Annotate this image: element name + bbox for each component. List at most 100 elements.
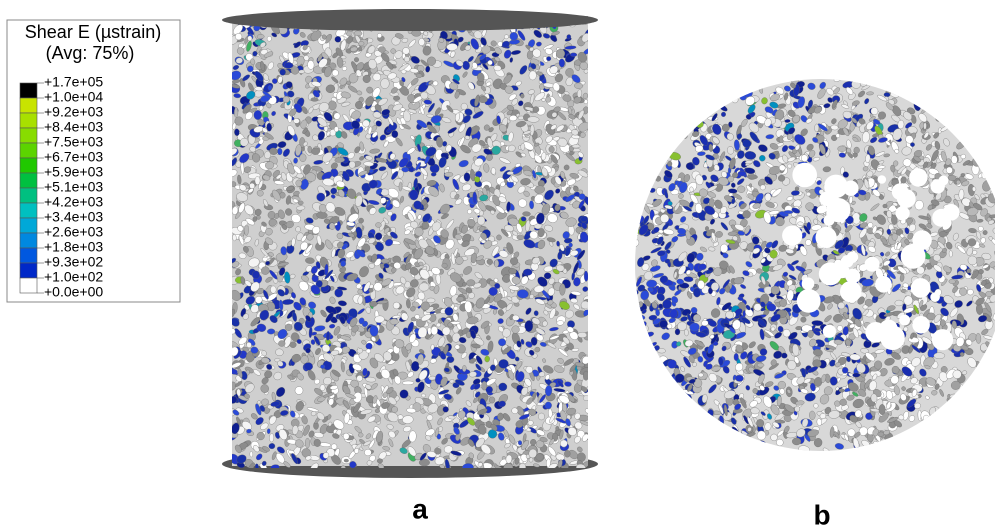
particle bbox=[544, 401, 552, 410]
particle bbox=[281, 172, 287, 181]
particle bbox=[542, 358, 546, 363]
particle bbox=[358, 41, 365, 47]
particle bbox=[410, 306, 416, 312]
particle bbox=[376, 458, 383, 464]
particle bbox=[310, 97, 319, 102]
particle bbox=[544, 224, 553, 232]
particle bbox=[340, 55, 347, 60]
particle bbox=[490, 40, 497, 47]
particle bbox=[415, 73, 423, 79]
particle bbox=[684, 328, 689, 337]
particle bbox=[403, 251, 410, 258]
particle bbox=[497, 412, 504, 421]
legend-swatch bbox=[19, 277, 38, 294]
particle bbox=[310, 410, 317, 417]
particle bbox=[365, 306, 371, 314]
particle bbox=[291, 292, 296, 299]
particle bbox=[268, 443, 276, 450]
particle bbox=[484, 355, 490, 363]
particle bbox=[377, 70, 384, 75]
particle bbox=[518, 198, 527, 208]
particle bbox=[478, 140, 486, 147]
particle bbox=[277, 262, 289, 267]
particle bbox=[573, 277, 581, 287]
particle bbox=[305, 347, 311, 354]
particle bbox=[266, 102, 272, 109]
particle bbox=[931, 390, 938, 396]
particle bbox=[517, 440, 523, 446]
particle bbox=[529, 294, 535, 299]
particle bbox=[346, 30, 353, 37]
particle bbox=[468, 292, 475, 299]
particle bbox=[400, 195, 404, 203]
particle bbox=[498, 382, 508, 392]
particle bbox=[245, 218, 255, 226]
particle bbox=[263, 199, 269, 207]
particle bbox=[236, 416, 241, 425]
particle bbox=[822, 166, 832, 173]
particle bbox=[548, 446, 557, 457]
particle bbox=[365, 348, 371, 354]
particle bbox=[443, 445, 454, 454]
particle bbox=[454, 344, 460, 350]
legend-swatch bbox=[19, 217, 38, 234]
particle bbox=[434, 427, 440, 437]
legend-label: +4.2e+03 bbox=[44, 194, 103, 210]
particle bbox=[495, 205, 505, 214]
particle bbox=[325, 239, 333, 250]
particle bbox=[368, 263, 375, 269]
particle bbox=[400, 276, 407, 285]
legend-label: +1.7e+05 bbox=[44, 74, 103, 90]
particle bbox=[234, 328, 242, 339]
cylinder-particles bbox=[232, 16, 588, 468]
particle bbox=[573, 303, 580, 310]
particle bbox=[546, 56, 552, 62]
legend-swatch bbox=[19, 127, 38, 144]
particle bbox=[441, 438, 448, 445]
legend-swatch bbox=[19, 172, 38, 189]
particle bbox=[314, 378, 320, 385]
particle bbox=[853, 146, 860, 154]
particle bbox=[334, 157, 345, 163]
particle bbox=[697, 280, 705, 290]
particle bbox=[401, 37, 409, 43]
particle bbox=[317, 131, 325, 141]
particle bbox=[232, 169, 238, 178]
particle bbox=[480, 348, 490, 356]
particle bbox=[232, 409, 240, 416]
legend-label: +5.9e+03 bbox=[44, 164, 103, 180]
particle bbox=[320, 364, 326, 369]
particle bbox=[462, 71, 468, 78]
particle bbox=[325, 84, 336, 93]
particle bbox=[264, 370, 273, 379]
particle bbox=[781, 352, 788, 359]
particle bbox=[399, 447, 408, 454]
legend-swatch bbox=[19, 142, 38, 159]
particle bbox=[570, 290, 582, 296]
particle bbox=[522, 211, 531, 217]
particle bbox=[565, 152, 575, 162]
particle bbox=[277, 141, 287, 148]
particle bbox=[234, 128, 240, 136]
legend-subtitle: (Avg: 75%) bbox=[46, 43, 135, 63]
particle bbox=[462, 365, 467, 372]
particle bbox=[368, 288, 374, 293]
particle bbox=[358, 46, 362, 52]
legend-label: +3.4e+03 bbox=[44, 209, 103, 225]
particle bbox=[454, 193, 460, 200]
particle bbox=[266, 428, 271, 434]
particle bbox=[391, 87, 398, 94]
legend-label: +0.0e+00 bbox=[44, 284, 103, 300]
particle bbox=[287, 374, 294, 380]
particle bbox=[283, 461, 291, 468]
particle bbox=[327, 414, 332, 420]
legend-swatch bbox=[19, 202, 38, 219]
particle bbox=[361, 339, 367, 345]
particle bbox=[509, 115, 518, 122]
particle bbox=[234, 107, 239, 118]
particle bbox=[232, 396, 238, 404]
particle bbox=[375, 188, 383, 195]
particle bbox=[364, 449, 372, 456]
particle bbox=[491, 245, 500, 257]
particle bbox=[514, 356, 520, 362]
